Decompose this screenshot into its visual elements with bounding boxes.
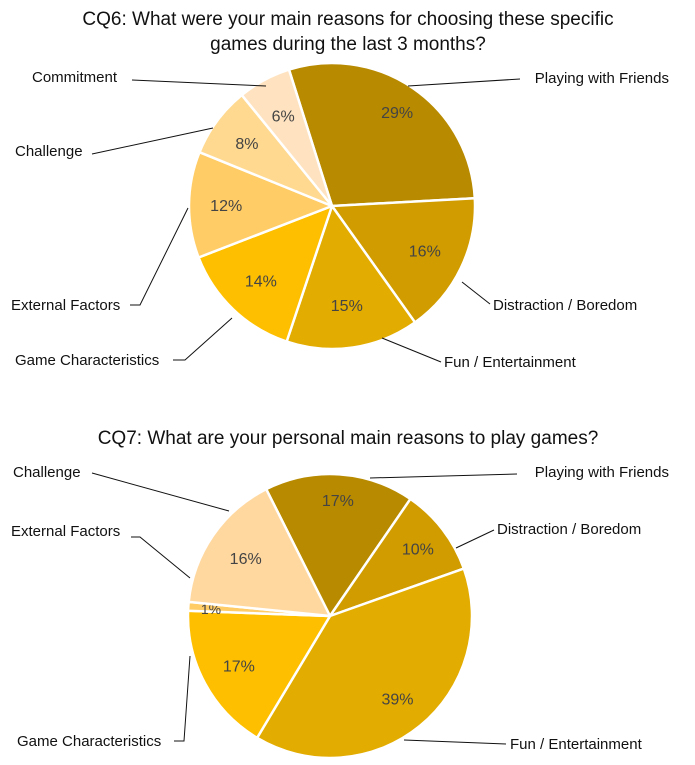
leader-line-fun-entertainment	[403, 739, 507, 745]
category-label-distraction-boredom: Distraction / Boredom	[493, 297, 637, 314]
leader-line-playing-with-friends	[407, 78, 521, 87]
data-label-playing-with-friends: 29%	[381, 105, 413, 122]
leader-line-game-characteristics	[174, 655, 191, 742]
data-label-game-characteristics: 17%	[223, 659, 255, 676]
category-label-fun-entertainment: Fun / Entertainment	[510, 736, 643, 753]
category-label-game-characteristics: Game Characteristics	[17, 733, 161, 750]
leader-line-external-factors	[130, 207, 189, 306]
category-label-playing-with-friends: Playing with Friends	[535, 70, 669, 87]
data-label-challenge: 8%	[235, 136, 258, 153]
leader-line-external-factors	[131, 536, 191, 579]
pie-chart-1: CQ6: What were your main reasons for cho…	[11, 9, 669, 371]
category-label-fun-entertainment: Fun / Entertainment	[444, 354, 577, 371]
category-label-challenge: Challenge	[13, 464, 81, 481]
leader-line-fun-entertainment	[381, 337, 442, 363]
category-label-challenge: Challenge	[15, 143, 83, 160]
category-label-game-characteristics: Game Characteristics	[15, 352, 159, 369]
pie-slice-external-factors	[187, 150, 334, 259]
pie-slice-challenge	[187, 487, 332, 618]
leader-line-playing-with-friends	[369, 473, 518, 479]
category-label-external-factors: External Factors	[11, 523, 120, 540]
pie-slice-fun-entertainment	[285, 204, 417, 351]
leader-line-challenge	[91, 472, 230, 512]
pie-slice-distraction-boredom	[330, 197, 477, 324]
data-label-distraction-boredom: 16%	[409, 244, 441, 261]
data-label-playing-with-friends: 17%	[322, 493, 354, 510]
leader-line-commitment	[131, 79, 267, 87]
data-label-challenge: 16%	[230, 551, 262, 568]
data-label-fun-entertainment: 15%	[331, 298, 363, 315]
data-label-external-factors: 12%	[210, 198, 242, 215]
data-label-distraction-boredom: 10%	[402, 542, 434, 559]
pie-slice-game-characteristics	[186, 609, 332, 740]
pie-chart-2: CQ7: What are your personal main reasons…	[11, 428, 669, 760]
pie-slice-playing-with-friends	[264, 472, 412, 618]
pie-slice-playing-with-friends	[287, 61, 477, 208]
category-label-playing-with-friends: Playing with Friends	[535, 464, 669, 481]
pie-slice-distraction-boredom	[328, 497, 466, 618]
leader-line-game-characteristics	[173, 317, 233, 361]
category-label-distraction-boredom: Distraction / Boredom	[497, 521, 641, 538]
pie-slice-commitment	[240, 68, 334, 208]
leader-line-distraction-boredom	[461, 281, 491, 305]
pie-slice-game-characteristics	[197, 204, 334, 343]
chart-title: CQ7: What are your personal main reasons…	[98, 428, 599, 449]
category-label-commitment: Commitment	[32, 69, 118, 86]
leader-line-challenge	[91, 127, 214, 155]
chart-title: CQ6: What were your main reasons for cho…	[82, 9, 613, 55]
data-label-fun-entertainment: 39%	[381, 691, 413, 708]
data-label-game-characteristics: 14%	[245, 273, 277, 290]
leader-line-distraction-boredom	[455, 529, 495, 549]
data-label-commitment: 6%	[272, 108, 295, 125]
pie-slice-fun-entertainment	[255, 567, 474, 760]
category-label-external-factors: External Factors	[11, 297, 120, 314]
